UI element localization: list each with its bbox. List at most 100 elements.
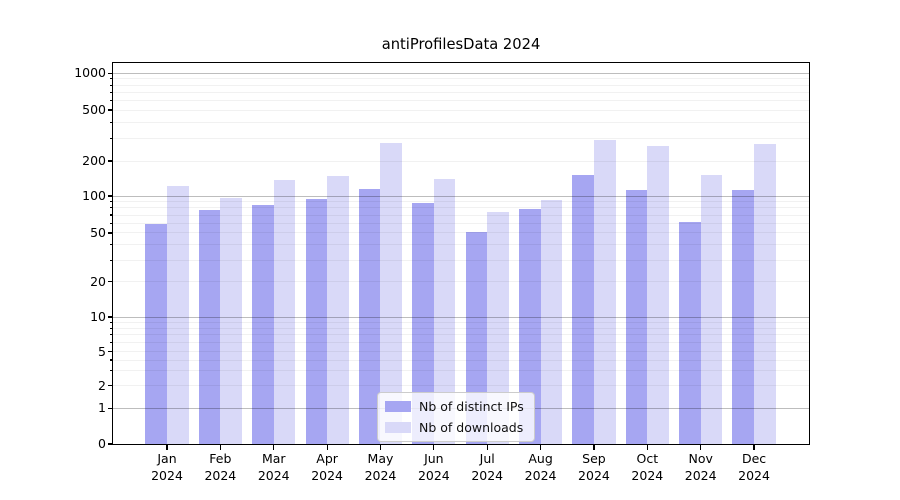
- xtick-mark-aug: [539, 445, 542, 450]
- top-spine: [112, 62, 810, 64]
- gridline-6: [113, 342, 809, 344]
- xtick-label-dec: Dec 2024: [738, 451, 770, 483]
- xtick-mark-oct: [646, 445, 648, 450]
- gridline-50: [113, 232, 809, 234]
- ytick-minor-mark: [110, 321, 113, 323]
- ytick-mark: [108, 351, 113, 353]
- chart-title: antiProfilesData 2024: [381, 36, 541, 53]
- ytick-minor-mark: [110, 121, 113, 124]
- gridline-2: [113, 385, 809, 387]
- ytick-minor-mark: [110, 78, 113, 80]
- legend-label: Nb of distinct IPs: [419, 399, 524, 414]
- right-spine: [809, 62, 811, 445]
- ytick-mark: [108, 160, 113, 162]
- ytick-minor-mark: [110, 91, 113, 93]
- gridline-1000: [113, 72, 809, 74]
- xtick-label-sep: Sep 2024: [578, 451, 610, 483]
- ytick-label-20: 20: [90, 273, 106, 289]
- bar-sep-downloads: [593, 139, 616, 444]
- xtick-label-nov: Nov 2024: [684, 451, 717, 483]
- gridline-80: [113, 207, 809, 209]
- legend-swatch-downloads: [385, 422, 411, 433]
- xtick-label-feb: Feb 2024: [204, 451, 237, 483]
- xtick-mark-apr: [326, 445, 328, 450]
- gridline-4: [113, 359, 809, 361]
- xtick-mark-jun: [433, 445, 435, 450]
- xtick-label-mar: Mar 2024: [257, 451, 290, 483]
- gridline-800: [113, 84, 809, 86]
- bar-feb-distinct-ips: [198, 209, 221, 444]
- ytick-minor-mark: [110, 99, 113, 101]
- gridline-60: [113, 222, 809, 224]
- gridline-9: [113, 321, 809, 323]
- bar-may-distinct-ips: [358, 189, 381, 444]
- xtick-mark-jan: [166, 445, 168, 450]
- ytick-label-100: 100: [82, 188, 106, 203]
- ytick-mark: [108, 195, 113, 197]
- ytick-minor-mark: [110, 334, 113, 336]
- bar-jun-distinct-ips: [412, 203, 434, 444]
- gridline-20: [113, 281, 809, 283]
- bar-sep-distinct-ips: [572, 175, 594, 444]
- ytick-label-5: 5: [98, 343, 106, 359]
- xtick-mark-nov: [700, 445, 702, 450]
- gridline-400: [113, 121, 809, 123]
- ytick-minor-mark: [110, 207, 113, 209]
- xtick-label-apr: Apr 2024: [311, 451, 344, 483]
- ytick-label-50: 50: [90, 224, 106, 240]
- bar-oct-distinct-ips: [625, 190, 648, 444]
- gridline-500: [113, 109, 809, 111]
- bar-feb-downloads: [220, 198, 242, 444]
- legend-swatch-distinct-ips: [385, 401, 411, 412]
- ytick-label-200: 200: [82, 153, 106, 168]
- xtick-mark-jul: [486, 445, 488, 450]
- bar-jul-distinct-ips: [465, 231, 488, 444]
- ytick-mark: [108, 109, 113, 111]
- x-axis-spine: [112, 443, 810, 445]
- bar-oct-downloads: [647, 145, 669, 444]
- xtick-mark-dec: [753, 445, 755, 450]
- ytick-label-1000: 1000: [74, 65, 106, 81]
- gridline-30: [113, 259, 809, 261]
- bar-mar-distinct-ips: [252, 204, 274, 444]
- ytick-minor-mark: [110, 84, 113, 86]
- ytick-label-0: 0: [98, 436, 106, 451]
- legend-item-distinct-ips: Nb of distinct IPs: [385, 399, 524, 414]
- xtick-mark-mar: [273, 445, 275, 450]
- bar-nov-distinct-ips: [679, 222, 701, 444]
- xtick-mark-feb: [219, 445, 221, 450]
- ytick-label-10: 10: [90, 308, 106, 324]
- plot-area: [113, 62, 809, 444]
- ytick-label-2: 2: [98, 377, 106, 393]
- ytick-minor-mark: [110, 137, 113, 140]
- ytick-label-1: 1: [98, 400, 106, 416]
- xtick-mark-sep: [593, 445, 595, 450]
- gridline-3: [113, 370, 809, 372]
- bar-jun-downloads: [433, 179, 456, 444]
- bar-mar-downloads: [273, 179, 296, 444]
- gridline-300: [113, 137, 809, 139]
- gridline-70: [113, 214, 809, 216]
- ytick-mark: [108, 385, 113, 387]
- legend-label: Nb of downloads: [419, 420, 524, 435]
- ytick-minor-mark: [110, 244, 113, 246]
- gridline-100: [113, 195, 809, 197]
- gridline-8: [113, 327, 809, 329]
- ytick-label-500: 500: [82, 102, 106, 118]
- bar-dec-distinct-ips: [732, 190, 755, 444]
- xtick-label-aug: Aug 2024: [524, 451, 557, 483]
- bar-dec-downloads: [754, 144, 776, 444]
- gridline-40: [113, 244, 809, 246]
- bar-apr-downloads: [327, 176, 349, 444]
- gridline-700: [113, 91, 809, 93]
- ytick-mark: [108, 407, 113, 409]
- legend-item-downloads: Nb of downloads: [385, 420, 524, 435]
- ytick-minor-mark: [110, 359, 113, 361]
- ytick-mark: [108, 72, 113, 74]
- gridline-7: [113, 334, 809, 336]
- ytick-mark: [108, 316, 113, 318]
- bar-may-downloads: [380, 143, 403, 444]
- ytick-minor-mark: [110, 214, 113, 216]
- legend: Nb of distinct IPs Nb of downloads: [377, 392, 535, 442]
